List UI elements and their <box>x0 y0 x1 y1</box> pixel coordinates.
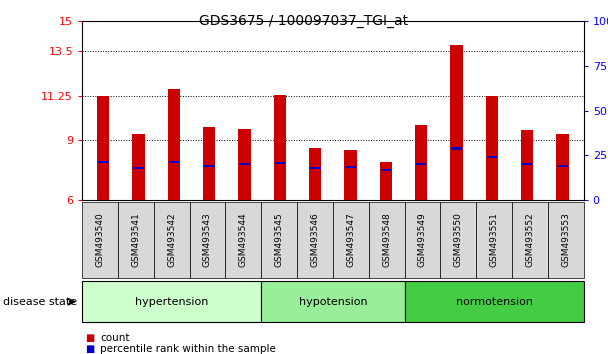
Bar <box>97 96 109 200</box>
Bar <box>416 163 426 165</box>
Bar <box>98 161 109 164</box>
Bar <box>486 156 497 159</box>
Bar <box>238 129 250 200</box>
Bar <box>310 167 320 170</box>
Bar <box>556 135 568 200</box>
Text: percentile rank within the sample: percentile rank within the sample <box>100 344 276 354</box>
Bar <box>345 166 356 169</box>
Text: GSM493549: GSM493549 <box>418 212 427 267</box>
Bar <box>451 147 462 149</box>
Bar <box>557 165 568 167</box>
Text: GSM493553: GSM493553 <box>561 212 570 267</box>
Text: GSM493552: GSM493552 <box>525 212 534 267</box>
Text: ■: ■ <box>85 333 94 343</box>
Bar <box>486 96 498 200</box>
Bar <box>275 162 285 165</box>
Text: GSM493544: GSM493544 <box>239 212 248 267</box>
Bar <box>522 163 533 165</box>
Text: GSM493546: GSM493546 <box>311 212 319 267</box>
Bar <box>521 131 533 200</box>
Bar <box>204 165 215 167</box>
Text: GSM493543: GSM493543 <box>203 212 212 267</box>
Bar <box>309 148 322 200</box>
Text: hypertension: hypertension <box>135 297 209 307</box>
Text: disease state: disease state <box>3 297 77 307</box>
Bar <box>133 167 144 170</box>
Text: GSM493540: GSM493540 <box>95 212 105 267</box>
Text: GSM493545: GSM493545 <box>275 212 284 267</box>
Bar <box>379 162 392 200</box>
Text: GSM493548: GSM493548 <box>382 212 391 267</box>
Text: hypotension: hypotension <box>299 297 367 307</box>
Bar <box>381 169 391 171</box>
Text: GDS3675 / 100097037_TGI_at: GDS3675 / 100097037_TGI_at <box>199 14 409 28</box>
Text: GSM493550: GSM493550 <box>454 212 463 267</box>
Bar <box>203 126 215 200</box>
Bar <box>415 125 427 200</box>
Bar <box>451 45 463 200</box>
Bar <box>168 161 179 164</box>
Text: GSM493541: GSM493541 <box>131 212 140 267</box>
Bar <box>168 89 180 200</box>
Text: count: count <box>100 333 130 343</box>
Bar <box>274 95 286 200</box>
Text: GSM493542: GSM493542 <box>167 212 176 267</box>
Text: ■: ■ <box>85 344 94 354</box>
Bar <box>344 150 357 200</box>
Text: GSM493551: GSM493551 <box>489 212 499 267</box>
Text: normotension: normotension <box>455 297 533 307</box>
Text: GSM493547: GSM493547 <box>347 212 355 267</box>
Bar <box>240 163 250 165</box>
Bar <box>133 135 145 200</box>
